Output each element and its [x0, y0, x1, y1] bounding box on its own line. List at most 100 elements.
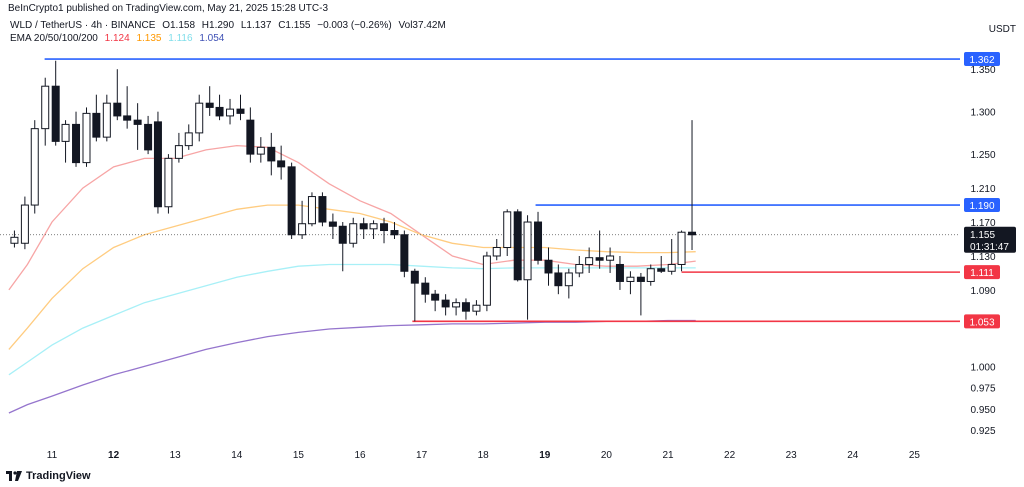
candle-down	[215, 106, 224, 117]
candle-down	[400, 234, 409, 272]
candle-down	[133, 119, 142, 125]
candle-down	[380, 223, 389, 232]
candle-down	[390, 230, 399, 236]
candle-down	[277, 160, 286, 168]
price-axis-label: 0.975	[970, 384, 995, 395]
time-axis-label: 19	[539, 450, 551, 461]
candle-up	[626, 276, 635, 282]
candle-down	[441, 299, 450, 308]
volume-value: Vol37.42M	[398, 20, 446, 31]
candle-up	[226, 108, 235, 117]
price-axis-label: 0.950	[970, 405, 995, 416]
countdown-text: 01:31:47	[970, 242, 1009, 253]
publisher-line: BeInCrypto1 published on TradingView.com…	[8, 3, 328, 14]
price-tag-1.053	[964, 314, 1000, 329]
candle-down	[144, 123, 153, 151]
price-axis-label: 1.350	[970, 65, 995, 76]
candle-down	[431, 293, 440, 301]
time-axis-label: 15	[293, 450, 305, 461]
time-axis-label: 13	[170, 450, 182, 461]
candle-up	[369, 223, 378, 230]
candle-up	[667, 263, 676, 272]
candle-up	[585, 257, 594, 265]
time-axis-label: 20	[601, 450, 613, 461]
low-value: L1.137	[240, 20, 272, 31]
candle-down	[287, 166, 296, 236]
time-axis-label: 18	[478, 450, 490, 461]
ema-label[interactable]: EMA 20/50/100/200	[10, 33, 98, 44]
candle-down	[92, 112, 101, 138]
candle-up	[503, 211, 512, 248]
symbol-legend: WLD / TetherUS · 4h · BINANCE O1.158 H1.…	[10, 20, 450, 31]
candle-down	[267, 146, 276, 162]
close-value: C1.155	[278, 20, 311, 31]
ema-legend: EMA 20/50/100/200 1.124 1.135 1.116 1.05…	[10, 33, 228, 44]
candle-down	[513, 211, 522, 281]
candle-up	[307, 196, 316, 225]
ema-lines	[8, 144, 696, 414]
ema-line-ema50	[8, 204, 696, 350]
candle-up	[523, 221, 532, 281]
price-tag-text: 1.053	[969, 317, 994, 328]
current-price-text: 1.155	[970, 230, 995, 241]
price-tag-1.111	[964, 265, 1000, 280]
currency-label: USDT	[988, 24, 1016, 35]
candle-down	[51, 85, 60, 142]
candle-up	[492, 247, 501, 257]
ema20-value: 1.124	[104, 33, 130, 44]
candle-down	[595, 257, 604, 261]
candle-up	[256, 146, 265, 155]
price-axis-label: 1.130	[970, 252, 995, 263]
candle-up	[82, 112, 91, 164]
change-value: −0.003 (−0.26%)	[317, 20, 392, 31]
candle-up	[298, 223, 307, 236]
ema-line-ema200	[8, 319, 696, 414]
time-axis-label: 23	[786, 450, 798, 461]
candle-down	[544, 259, 553, 274]
candle-down	[461, 302, 470, 312]
candle-up	[452, 302, 461, 308]
candle-up	[174, 145, 183, 159]
candle-down	[688, 231, 697, 236]
candle-down	[205, 102, 214, 108]
candle-up	[195, 102, 204, 134]
candle-up	[164, 157, 173, 208]
time-axis-label: 12	[108, 450, 120, 461]
candle-down	[410, 270, 419, 284]
candle-up	[184, 132, 193, 147]
price-tag-text: 1.362	[969, 55, 994, 66]
candle-down	[72, 123, 81, 164]
time-axis-label: 11	[47, 450, 58, 461]
candle-down	[554, 272, 563, 287]
candle-up	[102, 102, 111, 138]
price-tag-text: 1.190	[969, 201, 994, 212]
candle-up	[646, 268, 655, 282]
tradingview-footer[interactable]: TradingView	[6, 470, 91, 482]
price-axis-label: 1.090	[970, 286, 995, 297]
candle-down	[318, 196, 327, 223]
candle-up	[482, 255, 491, 306]
candle-down	[338, 225, 347, 244]
current-price-tag	[964, 226, 1016, 253]
price-axis-label: 1.210	[970, 184, 995, 195]
price-tag-text: 1.111	[970, 268, 994, 279]
candle-down	[236, 108, 245, 114]
candle-up	[564, 272, 573, 287]
candle-down	[534, 221, 543, 261]
time-axis-label: 16	[354, 450, 366, 461]
candle-down	[359, 223, 368, 230]
candle-down	[123, 115, 132, 121]
candle-down	[246, 119, 255, 155]
candle-down	[113, 102, 122, 117]
price-tag-1.190	[964, 198, 1000, 213]
candle-up	[10, 236, 19, 244]
candle-down	[615, 263, 624, 282]
candle-down	[657, 268, 666, 272]
tradingview-logo-icon	[6, 471, 22, 481]
candle-down	[636, 276, 645, 282]
price-axis-label: 1.250	[970, 150, 995, 161]
symbol-name[interactable]: WLD / TetherUS · 4h · BINANCE	[10, 20, 156, 31]
candle-up	[677, 231, 686, 265]
time-axis-label: 25	[909, 450, 921, 461]
